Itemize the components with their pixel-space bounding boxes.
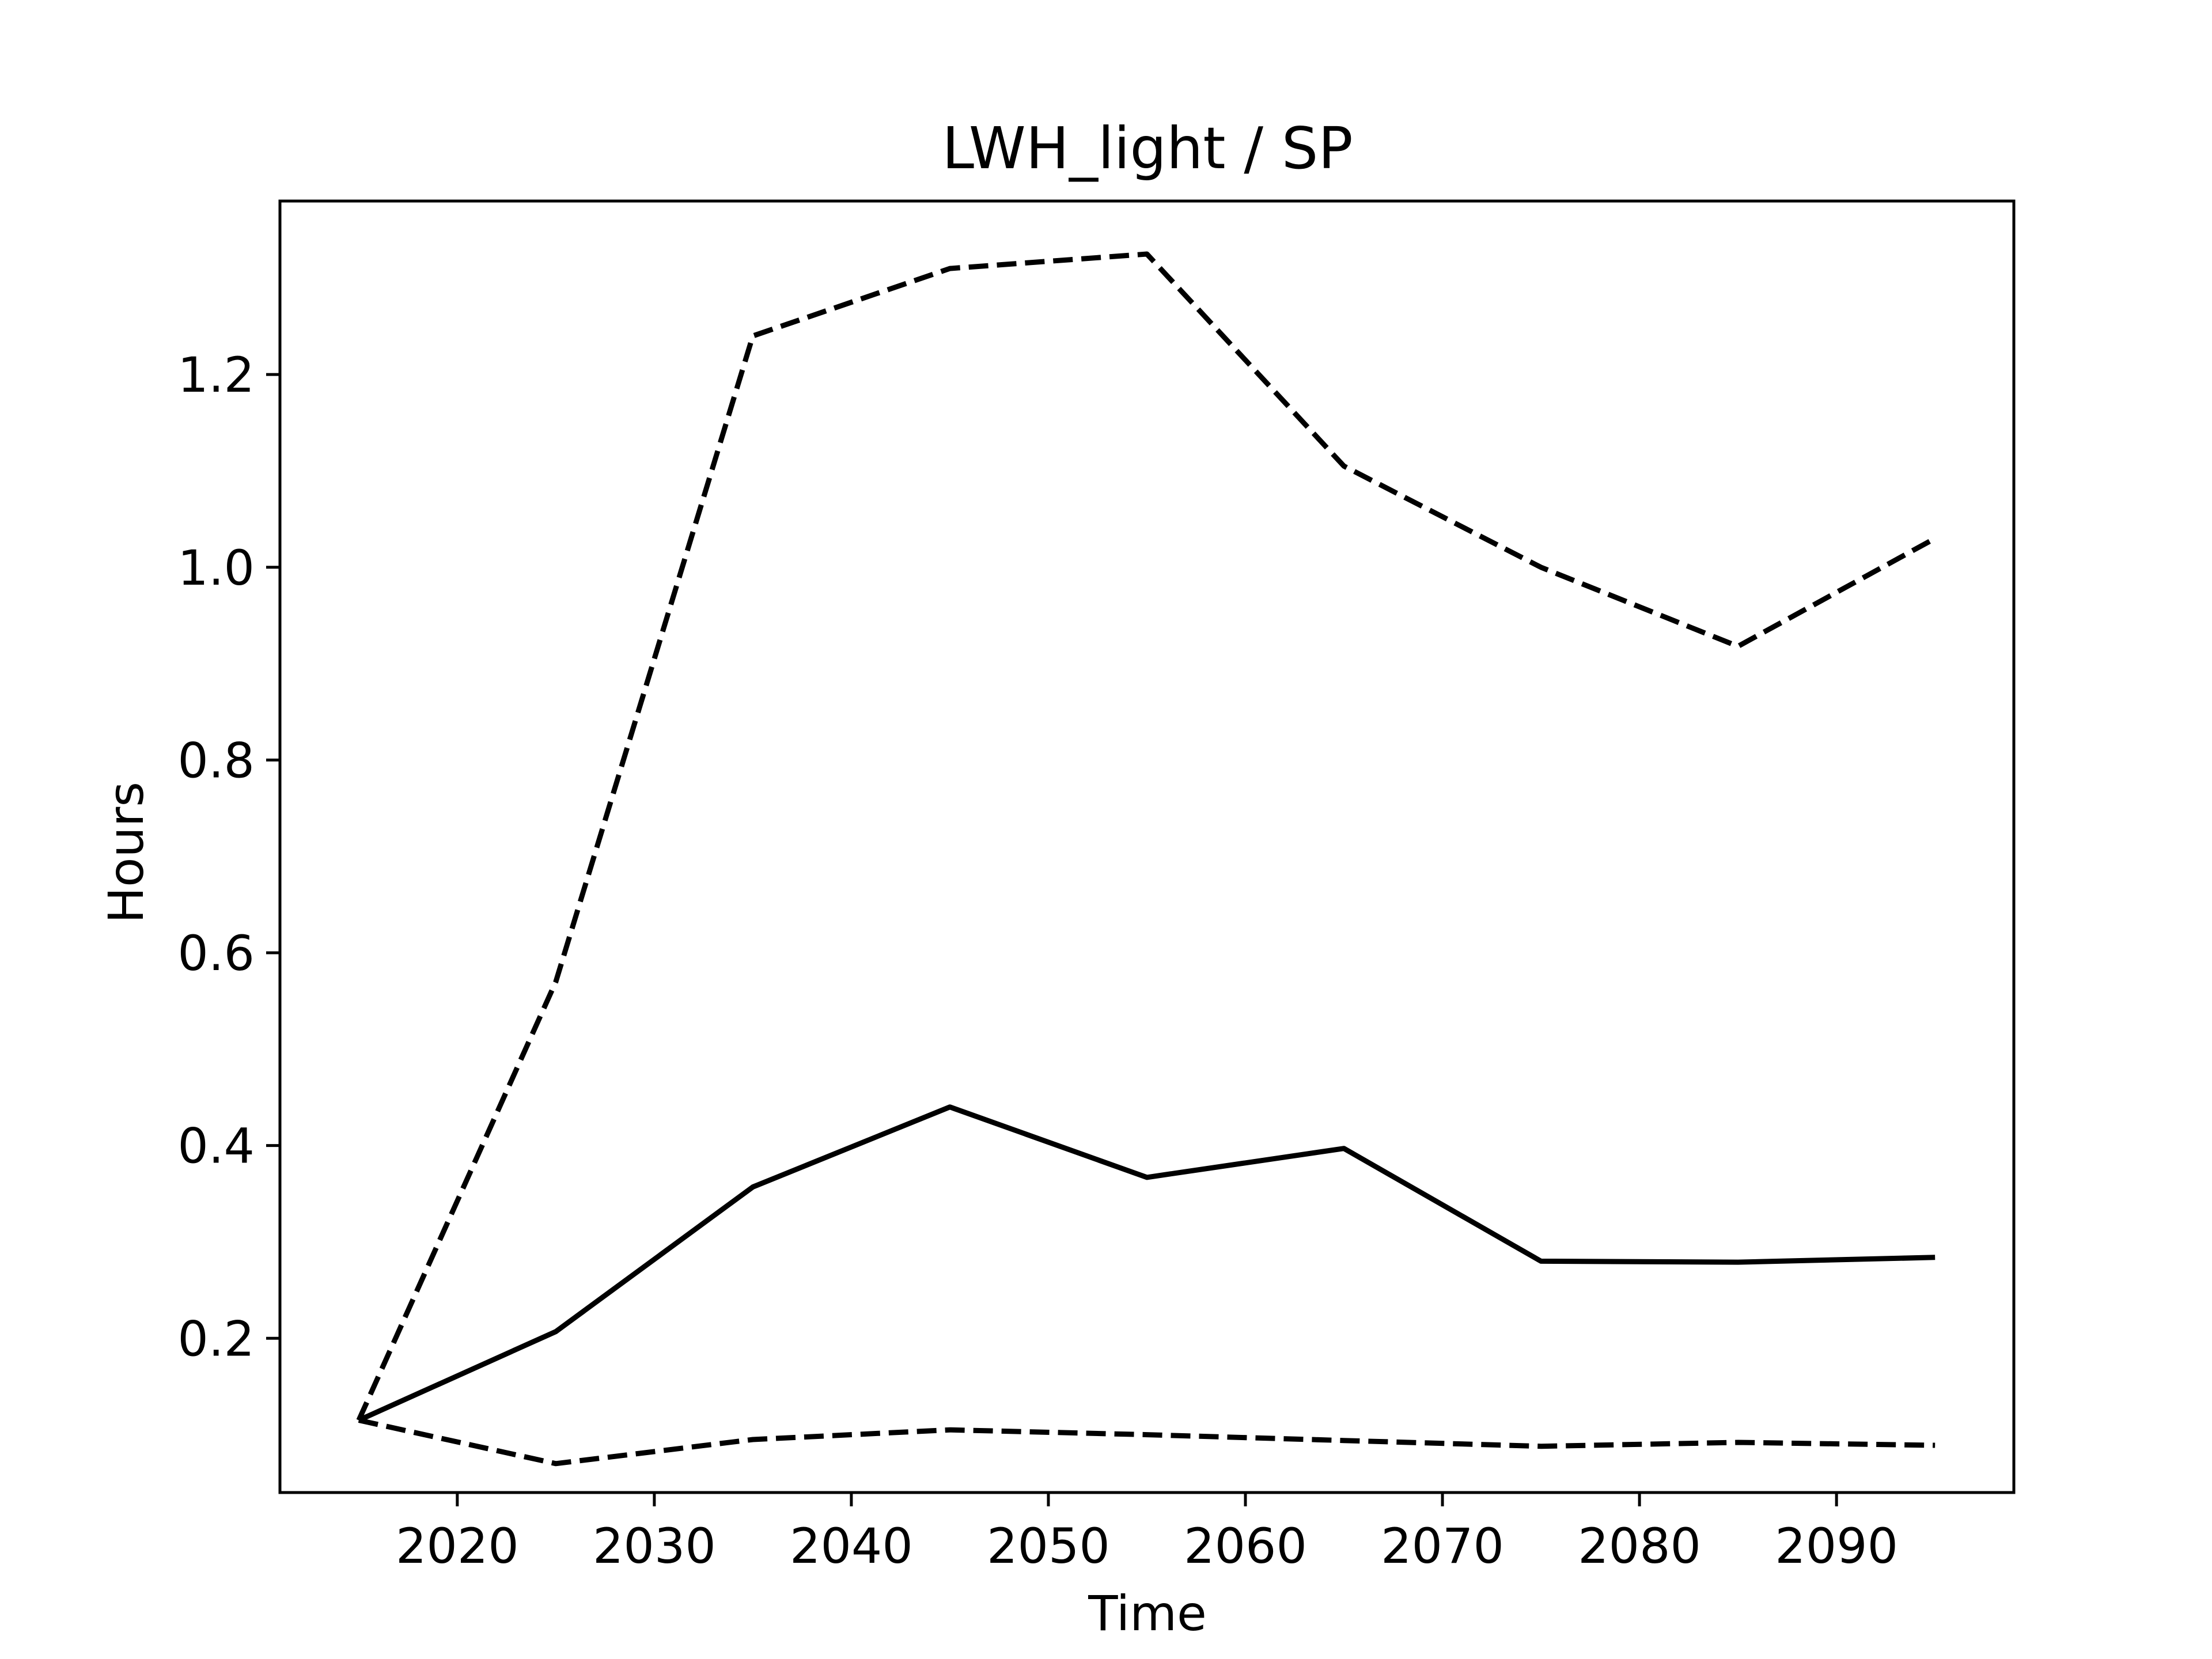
x-axis-ticks: 2020 2030 2040 2050 2060 2070 2080 2090 xyxy=(396,1493,1898,1574)
y-tick-label: 0.2 xyxy=(177,1310,255,1367)
series-line-1 xyxy=(356,251,1937,1422)
axes-frame xyxy=(278,199,2016,1494)
x-axis-label: Time xyxy=(1088,1585,1207,1642)
series-line-2 xyxy=(357,1104,1936,1423)
x-tick-label: 2060 xyxy=(1184,1518,1307,1574)
plot-area xyxy=(356,251,1937,1467)
y-axis-label: Hours xyxy=(98,782,154,923)
x-tick-label: 2050 xyxy=(987,1518,1110,1574)
x-tick-label: 2080 xyxy=(1578,1518,1701,1574)
y-axis-ticks: 0.2 0.4 0.6 0.8 1.0 1.2 xyxy=(177,347,280,1367)
x-tick-label: 2070 xyxy=(1381,1518,1504,1574)
x-tick-label: 2090 xyxy=(1775,1518,1898,1574)
chart-title: LWH_light / SP xyxy=(942,115,1353,182)
y-tick-label: 0.6 xyxy=(177,925,255,982)
x-tick-label: 2040 xyxy=(790,1518,913,1574)
y-tick-label: 1.2 xyxy=(177,347,255,403)
x-tick-label: 2030 xyxy=(593,1518,716,1574)
y-tick-label: 1.0 xyxy=(177,540,255,596)
y-tick-label: 0.4 xyxy=(177,1118,255,1175)
y-tick-label: 0.8 xyxy=(177,732,255,789)
x-tick-label: 2020 xyxy=(396,1518,519,1574)
series-line-3 xyxy=(358,1418,1936,1467)
